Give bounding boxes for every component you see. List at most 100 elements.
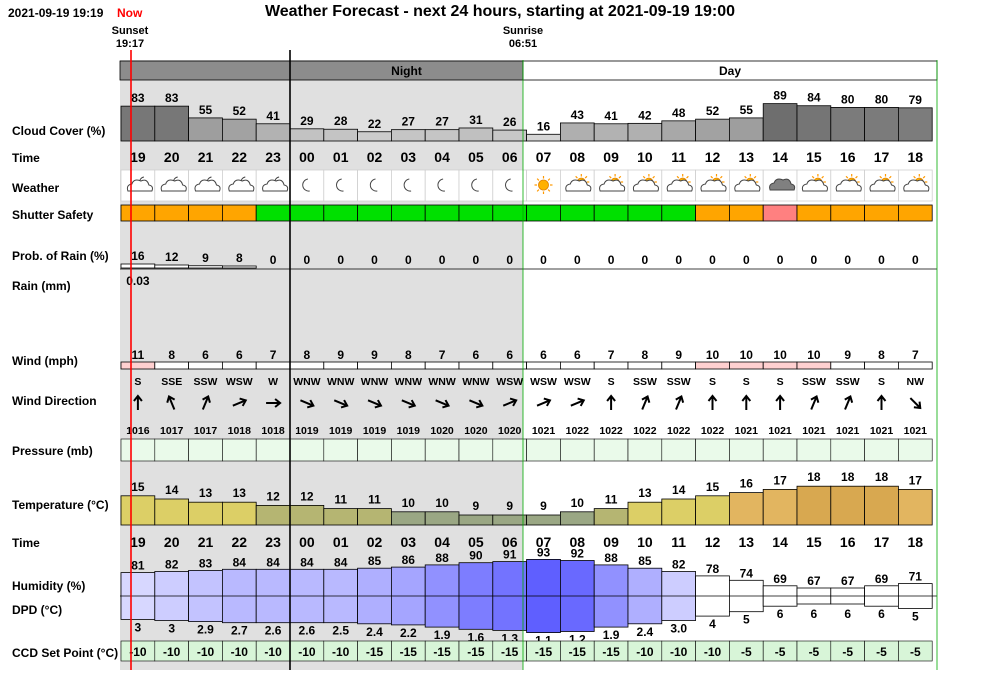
ccd-value: -10 — [298, 645, 316, 659]
cloud-icon — [769, 178, 796, 191]
wind-bar — [593, 361, 629, 370]
cloud-cover-value: 48 — [672, 106, 686, 120]
temperature-value: 12 — [300, 489, 314, 503]
pressure-value: 1017 — [194, 425, 218, 437]
wind-arrow-icon — [570, 397, 586, 407]
temperature-bar — [762, 488, 798, 526]
wind-value: 7 — [270, 348, 277, 362]
prob-rain-value: 0 — [337, 253, 344, 267]
pressure-cell — [222, 438, 257, 462]
wind-arrow-icon — [502, 397, 518, 407]
time-label: 12 — [705, 534, 721, 550]
humidity-value: 67 — [807, 574, 821, 588]
ccd-value: -15 — [400, 645, 418, 659]
pressure-value: 1018 — [228, 425, 252, 437]
cloud-cover-bar — [357, 131, 392, 142]
wind-value: 6 — [202, 348, 209, 362]
day-label: Day — [719, 64, 741, 78]
ccd-value: -10 — [670, 645, 688, 659]
partly-cloudy-icon — [666, 174, 693, 192]
humidity-value: 82 — [672, 558, 686, 572]
pressure-cell — [391, 438, 426, 462]
time-label: 11 — [671, 534, 686, 550]
shutter-safety-cell — [898, 204, 933, 222]
sunset-time: 19:17 — [115, 38, 145, 50]
cloud-cover-bar — [289, 128, 325, 142]
pressure-cell — [627, 438, 663, 462]
time-label: 15 — [806, 534, 822, 550]
time-label: 15 — [806, 149, 822, 165]
wind-direction-label: WNW — [361, 376, 388, 388]
cloud-cover-bar — [526, 133, 561, 142]
shutter-safety-cell — [424, 204, 460, 222]
cloud-cover-bar — [627, 122, 663, 142]
dpd-value: 2.9 — [197, 623, 214, 637]
time-label: 03 — [401, 534, 417, 550]
wind-bar — [492, 361, 527, 370]
wind-bar — [120, 361, 156, 370]
prob-rain-value: 0 — [608, 253, 615, 267]
pressure-cell — [357, 438, 392, 462]
wind-bar — [255, 361, 291, 370]
cloud-cover-bar — [154, 105, 190, 142]
partly-cloudy-icon — [599, 174, 626, 192]
time-label: 19 — [130, 149, 146, 165]
temperature-value: 11 — [368, 493, 381, 507]
temperature-bar — [390, 511, 426, 526]
time-label: 22 — [232, 149, 248, 165]
cloud-cover-value: 31 — [469, 113, 483, 127]
prob-rain-value: 0 — [878, 253, 885, 267]
pressure-value: 1020 — [464, 425, 488, 437]
cloud-cover-value: 16 — [537, 119, 551, 133]
cloud-cover-value: 89 — [773, 89, 787, 103]
pressure-cell — [661, 438, 696, 462]
partly-cloudy-icon — [835, 174, 862, 192]
wind-direction-label: SSW — [194, 376, 218, 388]
temperature-bar — [729, 492, 764, 526]
dpd-value: 2.7 — [231, 624, 248, 638]
row-label-prob-rain: Prob. of Rain (%) — [12, 249, 109, 263]
ccd-value: -15 — [467, 645, 485, 659]
pressure-cell — [830, 438, 865, 462]
temperature-value: 11 — [334, 493, 347, 507]
wind-direction-label: WNW — [395, 376, 422, 388]
ccd-cell — [898, 640, 933, 662]
time-label: 10 — [637, 534, 653, 550]
wind-bar — [796, 361, 832, 370]
cloud-cover-value: 55 — [199, 103, 213, 117]
pressure-cell — [796, 438, 832, 462]
humidity-value: 91 — [503, 548, 517, 562]
time-label: 08 — [570, 149, 586, 165]
pressure-cell — [695, 438, 730, 462]
wind-arrow-icon — [741, 394, 752, 410]
weather-cell — [390, 169, 426, 202]
wind-direction-label: WSW — [564, 376, 591, 388]
ccd-value: -15 — [366, 645, 384, 659]
wind-value: 8 — [642, 348, 649, 362]
pressure-cell — [323, 438, 358, 462]
dpd-value: 2.5 — [332, 624, 349, 638]
cloud-cover-bar — [898, 107, 933, 142]
dpd-value: 6 — [844, 607, 851, 621]
time-label: 04 — [434, 149, 450, 165]
time-label: 00 — [299, 149, 315, 165]
wind-arrow-icon — [810, 395, 820, 410]
cloud-cover-bar — [323, 128, 358, 142]
wind-direction-label: WSW — [496, 376, 523, 388]
wind-arrow-icon — [401, 399, 417, 409]
cloud-cover-value: 41 — [266, 109, 280, 123]
ccd-value: -5 — [741, 645, 752, 659]
shutter-safety-cell — [492, 204, 527, 222]
ccd-value: -15 — [535, 645, 553, 659]
pressure-cell — [255, 438, 291, 462]
cloud-cover-value: 42 — [638, 108, 652, 122]
shutter-safety-cell — [458, 204, 494, 222]
shutter-safety-cell — [188, 204, 223, 222]
wind-arrow-icon — [469, 399, 484, 409]
dpd-value: 4 — [709, 617, 716, 631]
wind-arrow-icon — [232, 397, 248, 407]
dpd-value: 2.4 — [637, 625, 654, 639]
time-label: 11 — [671, 149, 686, 165]
humidity-value: 85 — [368, 554, 382, 568]
time-label: 19 — [130, 534, 146, 550]
